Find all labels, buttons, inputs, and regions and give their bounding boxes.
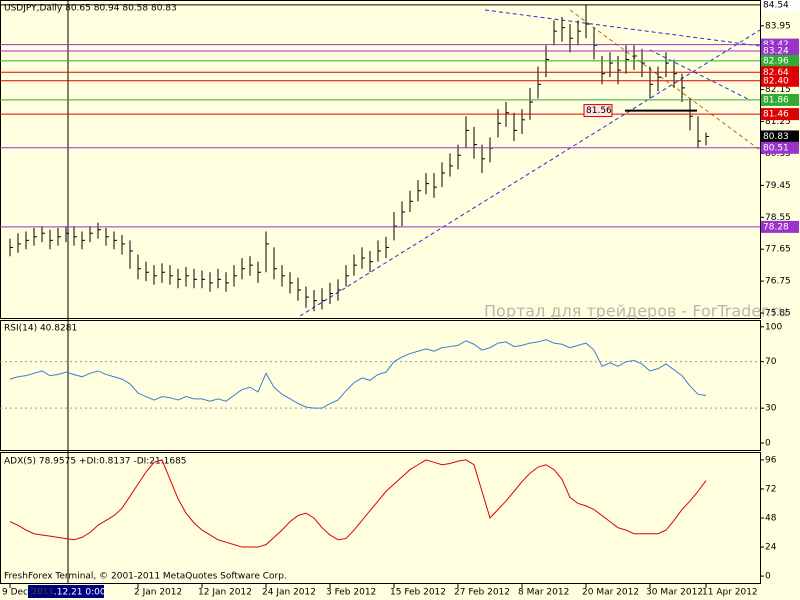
- level-box: [761, 130, 799, 143]
- level-box: [761, 54, 799, 67]
- level-label: 82.96: [763, 56, 789, 66]
- x-tick-label: 2 Jan 2012: [134, 588, 182, 598]
- annotation-label: 81.56: [586, 106, 612, 116]
- x-tick-label: 24 Jan 2012: [262, 588, 316, 598]
- x-tick-label: 20 Mar 2012: [582, 588, 639, 598]
- crosshair-box: [28, 585, 104, 598]
- y-tick-label: 30: [765, 404, 777, 414]
- footer: FreshForex Terminal, © 2001-2011 MetaQuo…: [4, 572, 287, 582]
- level-box: [761, 141, 799, 154]
- level-box: [761, 0, 799, 11]
- watermark: Портал для трейдеров - ForTrader.ru: [484, 302, 788, 321]
- level-label: 82.64: [763, 68, 789, 78]
- x-tick-label: 27 Feb 2012: [454, 588, 510, 598]
- trendlines: [299, 9, 761, 317]
- y-tick-label: 76.75: [765, 277, 791, 287]
- level-label: 78.28: [763, 222, 789, 232]
- trendline: [649, 49, 751, 101]
- y-tick-label: 77.65: [765, 245, 791, 255]
- chart-title: USDJPY,Daily 80.65 80.94 80.58 80.83: [4, 4, 177, 14]
- y-tick-label: 83.95: [765, 21, 791, 31]
- x-tick-label: 8 Mar 2012: [518, 588, 569, 598]
- trendline: [484, 9, 761, 47]
- level-box: [761, 108, 799, 121]
- x-tick-label: 9 Dec 2011: [2, 588, 54, 598]
- y-tick-label: 82.15: [765, 85, 791, 95]
- level-label: 84.54: [763, 0, 789, 10]
- y-tick-label: 0: [765, 439, 771, 449]
- x-tick-label: 12 Jan 2012: [198, 588, 252, 598]
- y-tick-label: 79.45: [765, 181, 791, 191]
- price-panel: [0, 0, 761, 319]
- adx-title: ADX(5) 78.9575 +DI:0.8137 -DI:21.1685: [4, 457, 187, 467]
- y-tick-label: 24: [765, 543, 777, 553]
- y-tick-label: 100: [765, 322, 782, 332]
- annotation-box: [583, 104, 613, 118]
- indicator-line: [9, 339, 707, 409]
- level-label: 82.40: [763, 76, 789, 86]
- level-box: [761, 220, 799, 233]
- level-label: 80.83: [763, 132, 789, 142]
- y-tick-label: 80.35: [765, 149, 791, 159]
- crosshair-label: 2011.12.21 0:00: [31, 588, 106, 598]
- level-box: [761, 93, 799, 106]
- y-tick-label: 72: [765, 484, 776, 494]
- trendline: [569, 9, 761, 151]
- rsi-panel: [0, 320, 761, 451]
- y-tick-label: 70: [765, 357, 777, 367]
- level-box: [761, 74, 799, 87]
- level-label: 80.51: [763, 143, 789, 153]
- rsi-title: RSI(14) 40.8281: [4, 324, 77, 334]
- y-tick-label: 75.85: [765, 309, 791, 319]
- level-label: 81.86: [763, 95, 789, 105]
- y-tick-label: 48: [765, 514, 777, 524]
- y-tick-label: 96: [765, 455, 777, 465]
- level-box: [761, 44, 799, 57]
- y-tick-label: 81.25: [765, 117, 791, 127]
- x-tick-label: 30 Mar 2012: [646, 588, 703, 598]
- trendline: [299, 29, 761, 317]
- y-tick-label: 78.55: [765, 213, 791, 223]
- level-label: 81.46: [763, 110, 789, 120]
- y-tick-label: 0: [765, 572, 771, 582]
- indicator-line: [9, 459, 707, 548]
- x-tick-label: 11 Apr 2012: [702, 588, 758, 598]
- level-label: 83.24: [763, 46, 789, 56]
- x-tick-label: 15 Feb 2012: [390, 588, 446, 598]
- x-tick-label: 3 Feb 2012: [326, 588, 376, 598]
